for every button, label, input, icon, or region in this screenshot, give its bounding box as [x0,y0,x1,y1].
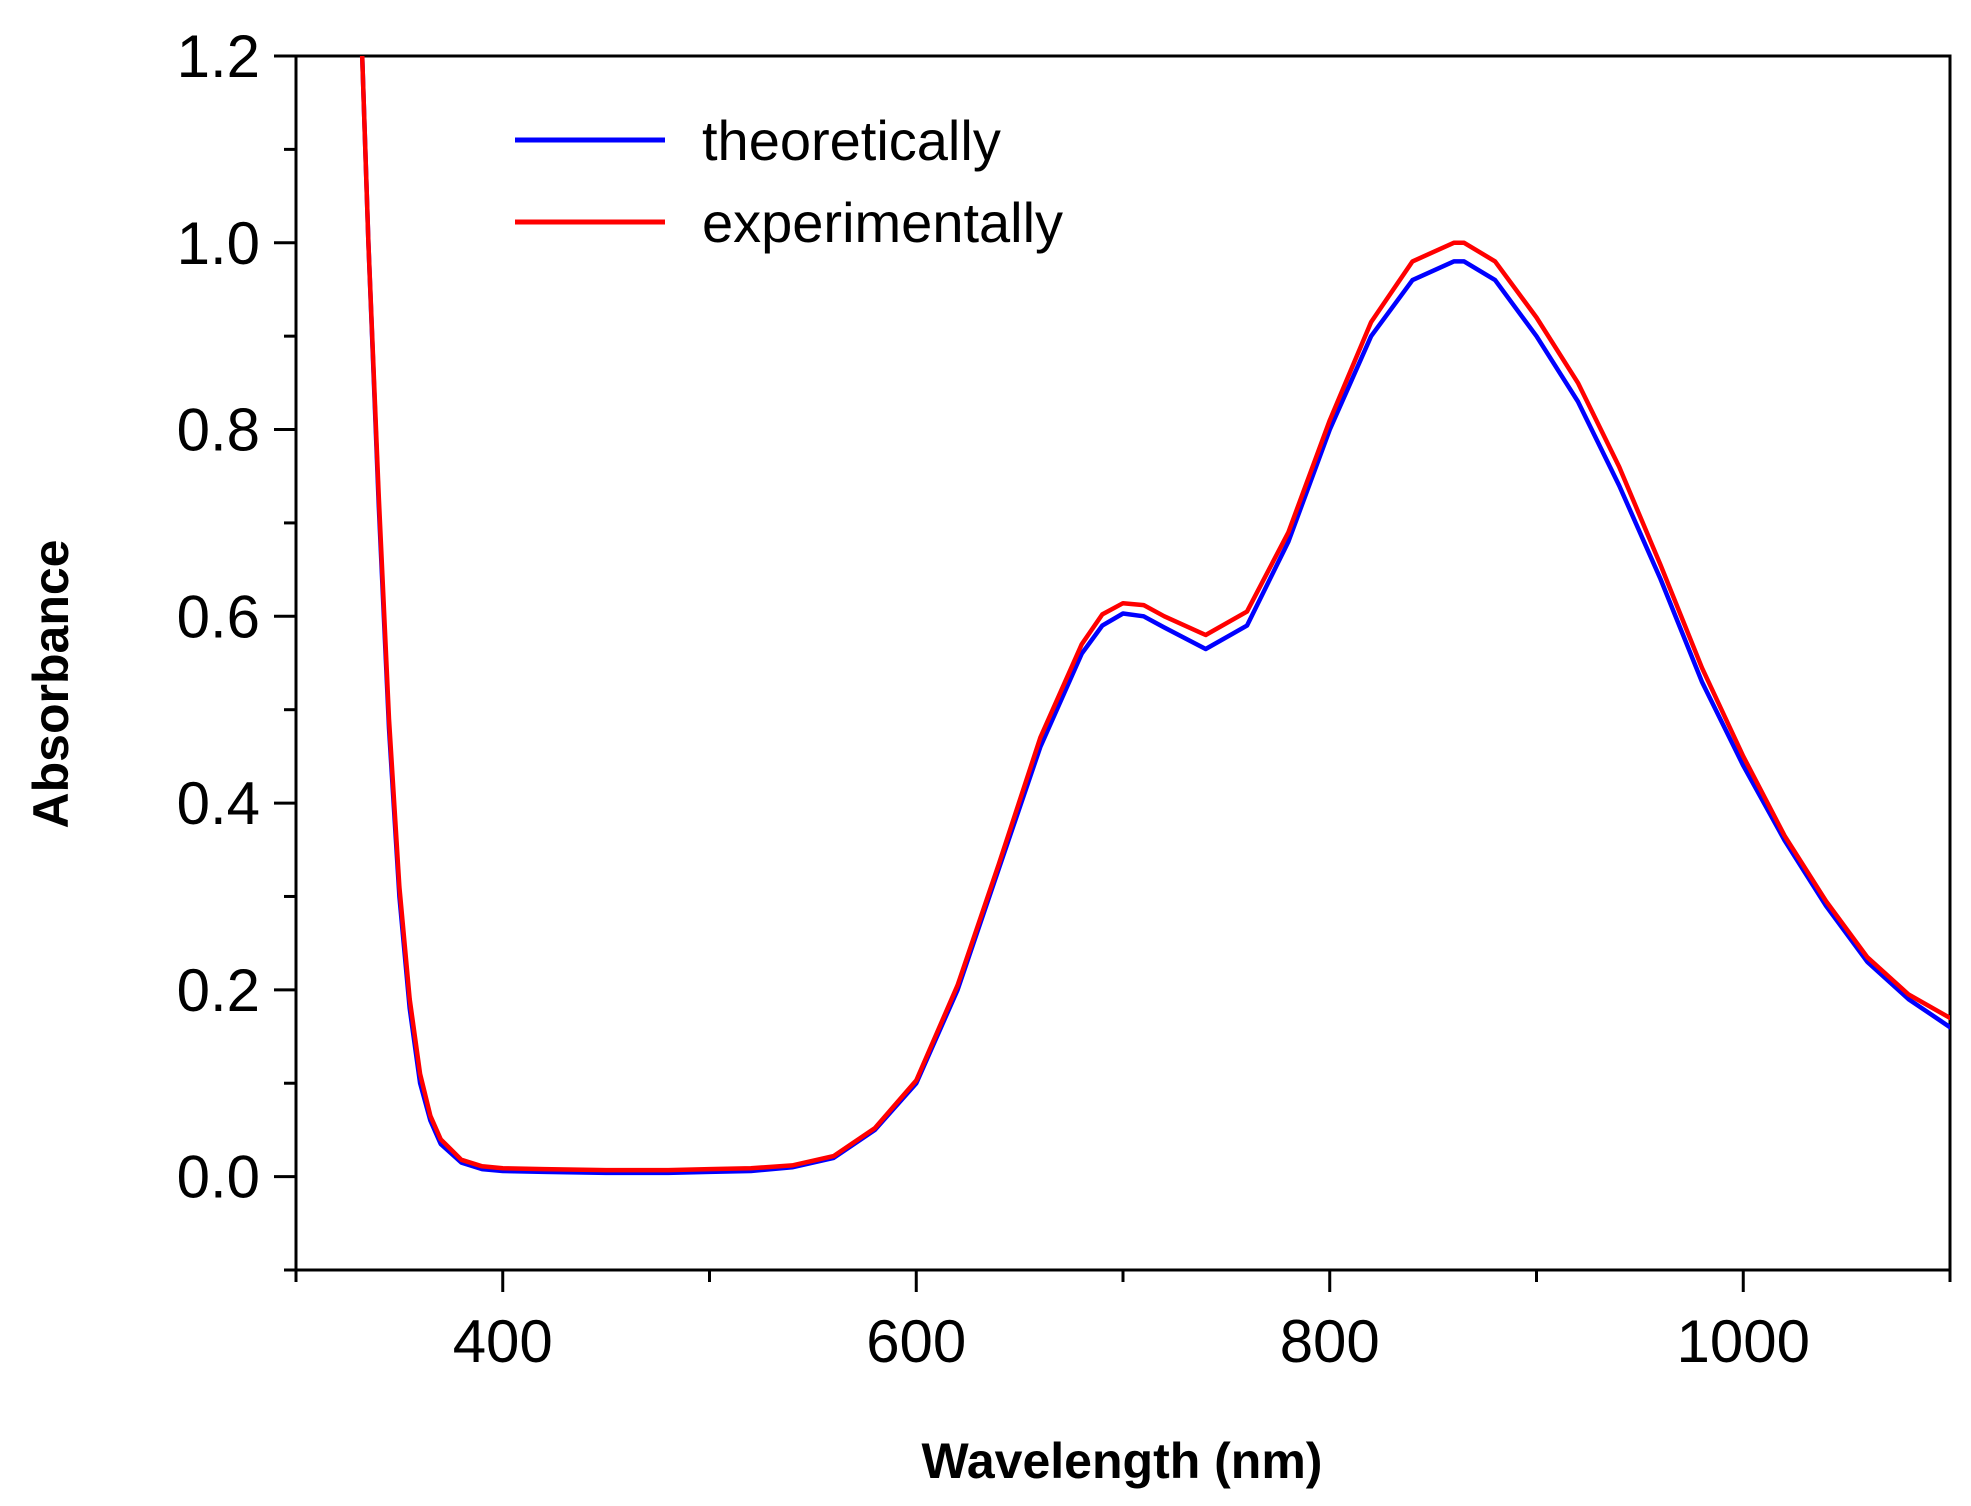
y-tick-label: 1.2 [177,23,260,90]
y-tick-label: 0.6 [177,583,260,650]
y-axis-title: Absorbance [23,540,79,829]
legend-label-theoretically: theoretically [702,109,1001,172]
y-tick-label: 1.0 [177,210,260,277]
x-tick-label: 1000 [1677,1308,1810,1375]
x-tick-label: 400 [453,1308,553,1375]
x-tick-label: 800 [1280,1308,1380,1375]
x-tick-label: 600 [866,1308,966,1375]
series-layer [359,56,1950,1176]
y-tick-label: 0.8 [177,397,260,464]
y-tick-label: 0.0 [177,1144,260,1211]
axes-layer: 400 600 800 1000 0.0 0.2 0.4 0.6 0.8 1.0 1.2 [177,23,1952,1375]
legend: theoretically experimentally [515,109,1063,254]
series-line-theoretically [359,56,1950,1176]
y-tick-label: 0.4 [177,770,260,837]
x-axis-title: Wavelength (nm) [922,1433,1323,1489]
legend-label-experimentally: experimentally [702,191,1063,254]
series-line-experimentally [359,56,1950,1173]
y-tick-label: 0.2 [177,957,260,1024]
